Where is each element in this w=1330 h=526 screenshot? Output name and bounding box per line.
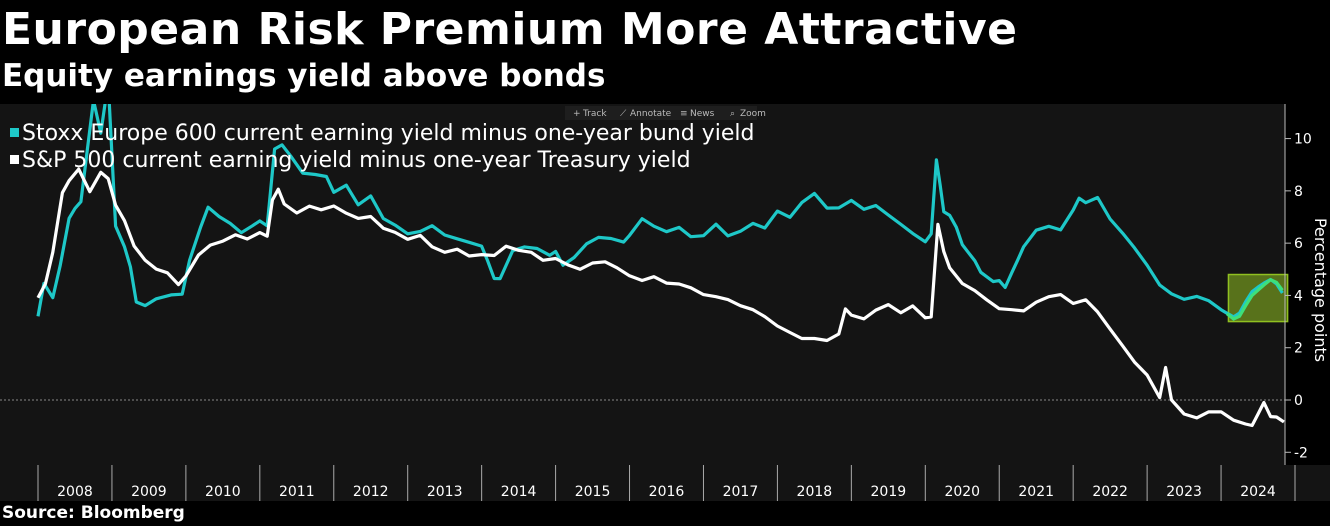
y-tick-label: -2	[1294, 445, 1308, 461]
line-chart: + Track ⟋ Annotate ≡ News ⌕ Zoom Stoxx Europe 6…	[0, 104, 1330, 501]
x-tick-label: 2022	[1092, 484, 1128, 500]
series-line-2	[36, 167, 1285, 428]
x-tick-label: 2013	[427, 484, 463, 500]
x-tick-label: 2008	[57, 484, 93, 500]
plot-area	[0, 104, 1285, 465]
x-tick-label: 2021	[1018, 484, 1054, 500]
x-tick-label: 2019	[871, 484, 907, 500]
legend-swatch-1	[10, 128, 19, 137]
y-axis: -202468101214	[1284, 104, 1312, 465]
legend-swatch-2	[10, 155, 19, 164]
y-tick-label: 8	[1294, 184, 1303, 200]
chart-subtitle: Equity earnings yield above bonds	[2, 58, 606, 94]
source-note: Source: Bloomberg	[2, 503, 185, 523]
x-tick-label: 2020	[944, 484, 980, 500]
x-tick-label: 2023	[1166, 484, 1202, 500]
toolbar-track[interactable]: Track	[582, 109, 607, 119]
toolbar-news[interactable]: News	[690, 109, 715, 119]
x-tick-label: 2012	[353, 484, 389, 500]
y-tick-label: 0	[1294, 393, 1303, 409]
series-group	[0, 104, 1285, 428]
news-icon[interactable]: ≡	[680, 109, 688, 119]
y-axis-label: Percentage points	[1311, 218, 1330, 362]
x-tick-label: 2024	[1240, 484, 1276, 500]
series-line-1	[36, 104, 1284, 319]
x-tick-label: 2016	[649, 484, 685, 500]
toolbar-annotate[interactable]: Annotate	[630, 109, 672, 119]
y-tick-label: 4	[1294, 288, 1303, 304]
toolbar-bg	[565, 106, 757, 120]
x-tick-label: 2017	[723, 484, 759, 500]
x-tick-label: 2010	[205, 484, 241, 500]
x-tick-label: 2011	[279, 484, 315, 500]
y-tick-label: 10	[1294, 132, 1312, 148]
legend: Stoxx Europe 600 current earning yield m…	[10, 121, 754, 173]
x-axis: 2008 2009 2010 2011 2012 2013 2014 2015 2016 2017…	[0, 465, 1330, 501]
x-tick-label: 2014	[501, 484, 537, 500]
chart-title: European Risk Premium More Attractive	[2, 4, 1018, 55]
series-line-1-highlight	[1225, 277, 1284, 321]
x-tick-label: 2015	[575, 484, 611, 500]
y-tick-label: 2	[1294, 341, 1303, 357]
legend-label-1: Stoxx Europe 600 current earning yield m…	[22, 121, 754, 146]
x-axis-band	[0, 465, 1330, 501]
track-icon[interactable]: +	[573, 109, 581, 119]
x-tick-label: 2018	[797, 484, 833, 500]
annotate-icon[interactable]: ⟋	[620, 109, 627, 119]
toolbar-zoom[interactable]: Zoom	[740, 109, 766, 119]
zoom-icon[interactable]: ⌕	[730, 109, 735, 119]
chart-toolbar: + Track ⟋ Annotate ≡ News ⌕ Zoom	[565, 106, 766, 120]
x-tick-label: 2009	[131, 484, 167, 500]
legend-label-2: S&P 500 current earning yield minus one-…	[22, 148, 691, 173]
y-tick-label: 6	[1294, 236, 1303, 252]
